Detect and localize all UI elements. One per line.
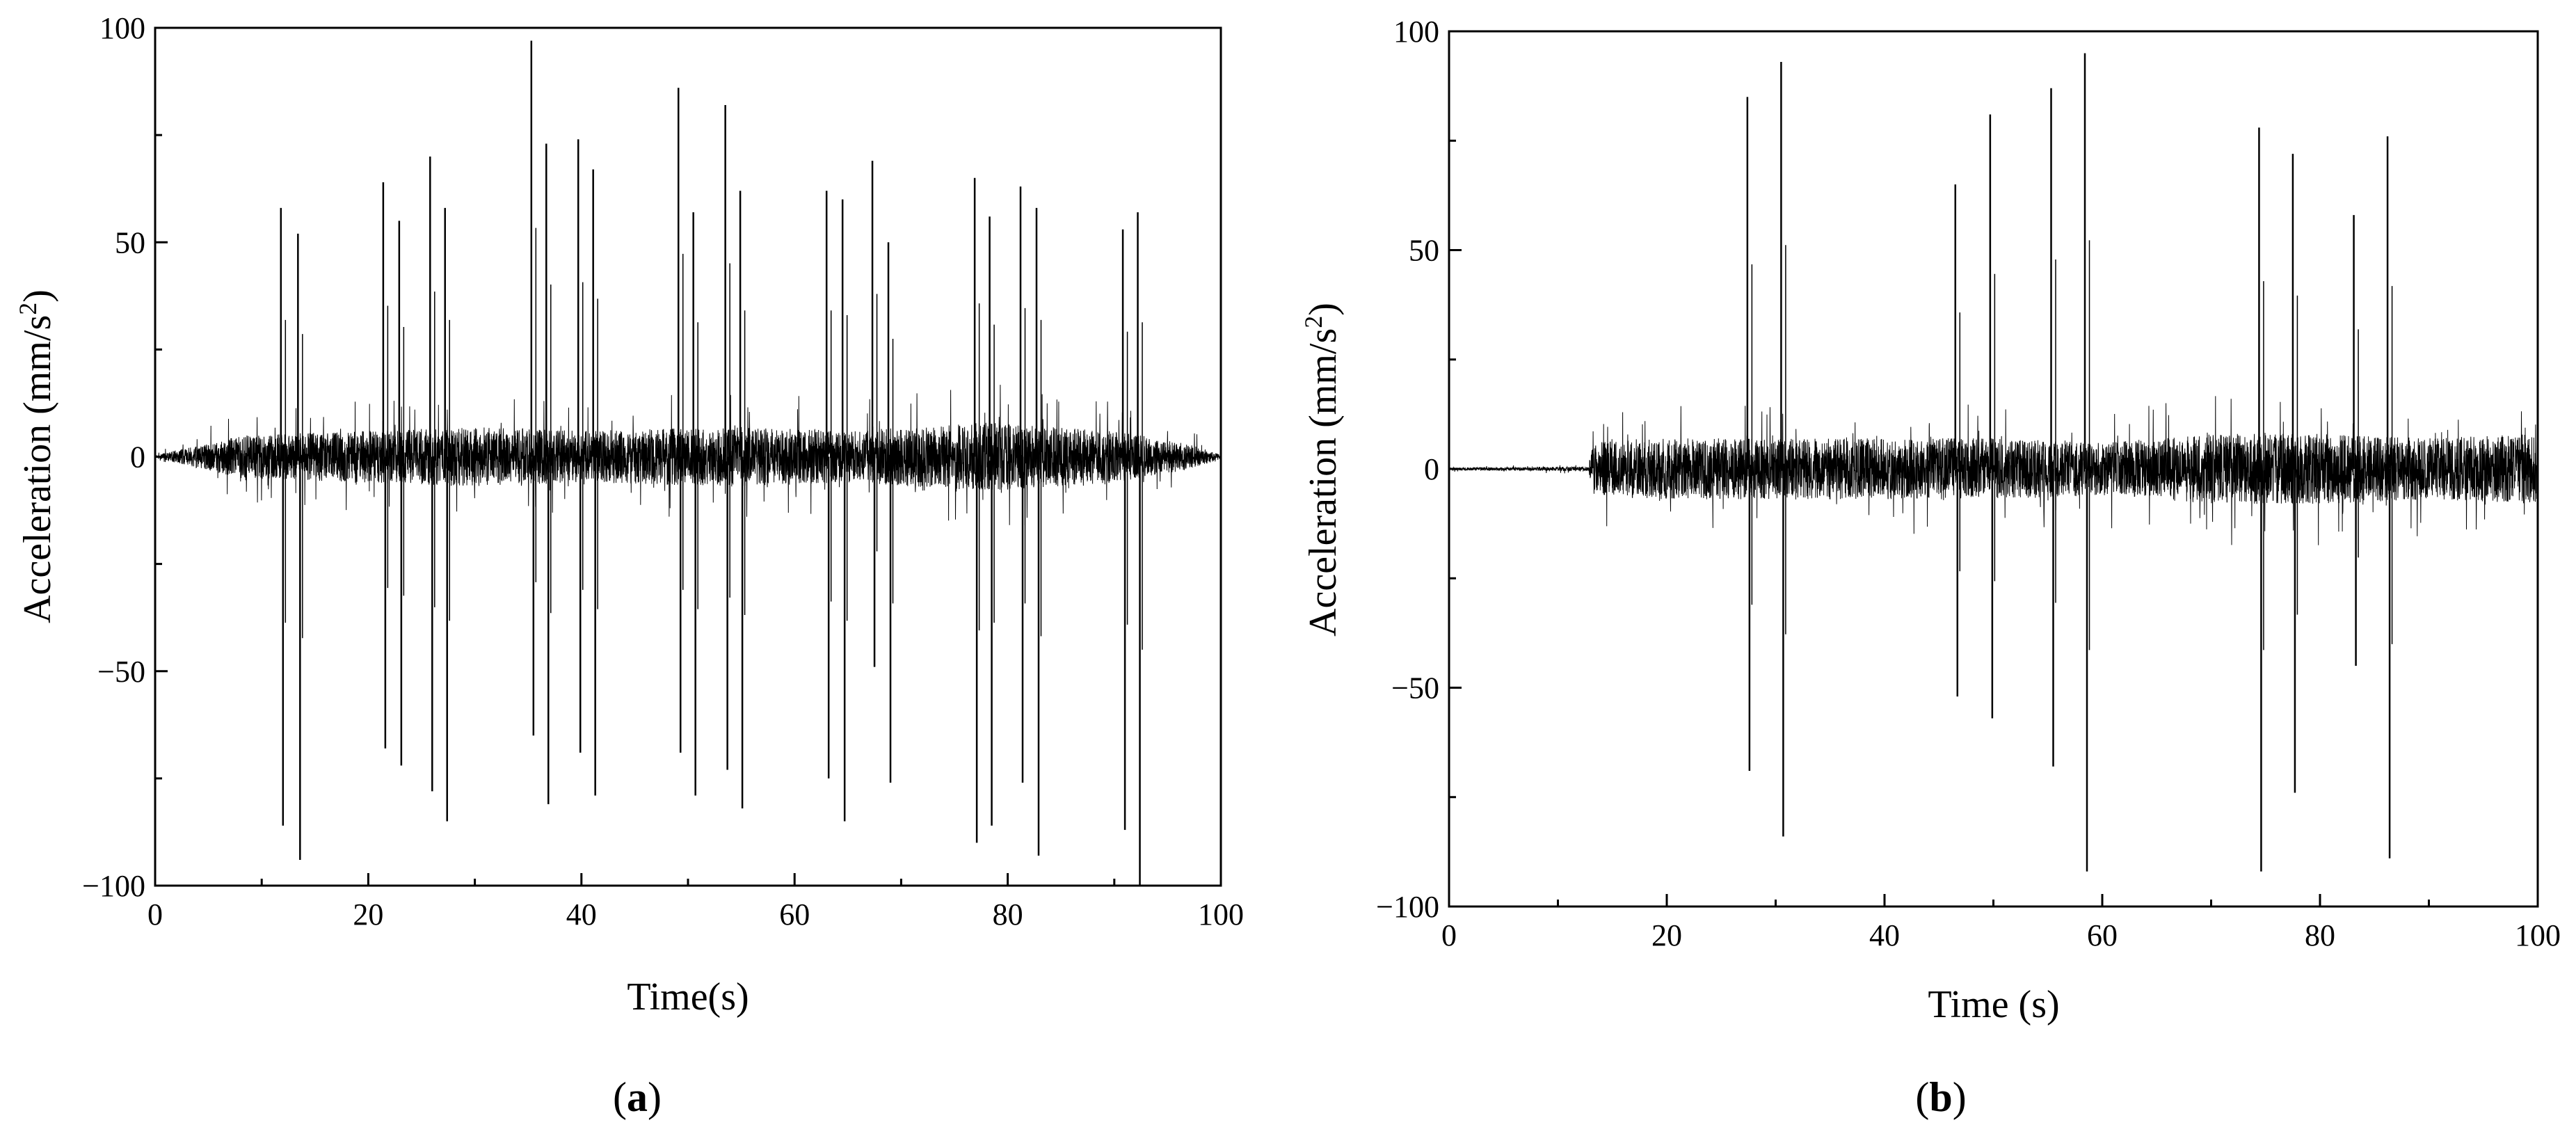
peak-spikes-a [280, 40, 1143, 886]
y-axis-title-a: Acceleration (mm/s2) [14, 289, 59, 623]
plot-area-b [1448, 30, 2539, 908]
peak-spikes-b [1746, 53, 2393, 872]
x-tick-label: 0 [1441, 918, 1457, 952]
x-axis-b: 0 20 40 60 80 100 [1441, 894, 2561, 952]
x-tick-label: 60 [779, 897, 810, 932]
x-tick-label: 20 [353, 897, 383, 932]
x-tick-label: 40 [1869, 918, 1900, 952]
y-tick-label: −100 [82, 869, 145, 903]
plot-area-a [154, 26, 1222, 887]
y-tick-label: 100 [99, 11, 145, 45]
panel-label-b: (b) [1915, 1074, 1966, 1120]
y-tick-label: −50 [97, 655, 145, 689]
signal-trace-b [1448, 396, 2538, 545]
x-axis-title-b: Time (s) [1928, 983, 2059, 1026]
y-tick-label: 50 [115, 225, 145, 259]
x-tick-label: 80 [993, 897, 1023, 932]
panel-letter-b: b [1929, 1074, 1952, 1120]
y-axis-b: −100 −50 0 50 100 [1376, 15, 1462, 924]
x-axis-a: 0 20 40 60 80 100 [147, 873, 1244, 932]
panel-label-a: (a) [613, 1074, 662, 1120]
y-axis-title-b: Acceleration (mm/s2) [1299, 303, 1345, 637]
signal-trace-a [154, 385, 1222, 526]
x-tick-label: 0 [147, 897, 163, 932]
y-tick-label: −100 [1376, 890, 1439, 924]
chart-panel-a: −100 −50 0 50 100 0 20 40 60 80 100 Time(s) Accel… [14, 11, 1244, 1120]
y-axis-a: −100 −50 0 50 100 [82, 11, 168, 903]
y-tick-label: 100 [1393, 15, 1439, 49]
x-tick-label: 100 [2515, 918, 2561, 952]
x-tick-label: 60 [2087, 918, 2118, 952]
x-tick-label: 80 [2305, 918, 2335, 952]
chart-panel-b: −100 −50 0 50 100 0 20 40 60 80 100 Time (s) Acce… [1299, 15, 2561, 1120]
y-tick-label: 50 [1409, 234, 1439, 268]
x-tick-label: 40 [566, 897, 597, 932]
y-tick-label: −50 [1391, 671, 1439, 705]
y-tick-label: 0 [130, 440, 145, 474]
x-tick-label: 20 [1651, 918, 1682, 952]
x-tick-label: 100 [1198, 897, 1244, 932]
y-tick-label: 0 [1424, 452, 1439, 486]
panel-letter-a: a [627, 1074, 648, 1120]
x-axis-title-a: Time(s) [627, 975, 749, 1019]
